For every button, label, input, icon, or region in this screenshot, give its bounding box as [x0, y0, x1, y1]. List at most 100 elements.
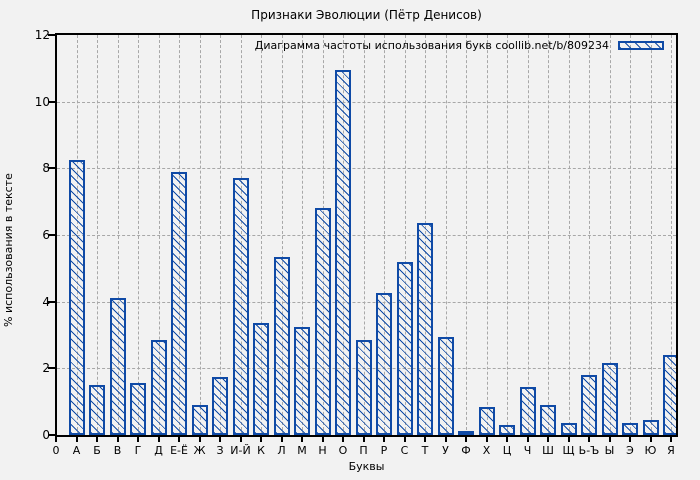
gridline-v-З — [220, 35, 221, 435]
x-tick-mark-Н — [321, 437, 324, 442]
x-tick-label-К: К — [257, 444, 265, 457]
gridline-v-Ь-Ъ — [589, 35, 590, 435]
x-axis-label: Буквы — [348, 460, 385, 473]
x-tick-mark-Ю — [649, 437, 652, 442]
x-tick-label-Щ: Щ — [562, 444, 575, 457]
gridline-v-Ф — [466, 35, 467, 435]
legend-label: Диаграмма частоты использования букв coo… — [254, 39, 609, 52]
x-tick-mark-З — [219, 437, 221, 442]
x-tick-mark-А — [75, 437, 78, 442]
x-tick-label-Д: Д — [154, 444, 163, 457]
x-tick-mark-И-Й — [239, 437, 242, 442]
x-tick-label-Ф: Ф — [461, 444, 471, 457]
x-tick-label-Г: Г — [134, 444, 142, 457]
legend: Диаграмма частоты использования букв coo… — [255, 39, 664, 52]
x-tick-mark-Р — [383, 437, 385, 442]
x-tick-mark-М — [301, 437, 303, 442]
x-tick-mark-У — [444, 437, 447, 442]
x-tick-mark-В — [116, 437, 119, 442]
gridline-v-Э — [630, 35, 631, 435]
x-tick-label-О: О — [338, 444, 348, 457]
gridline-v-Д — [158, 35, 160, 435]
gridline-h-10 — [57, 101, 676, 103]
x-tick-label-Ж: Ж — [193, 444, 206, 457]
bar-Ж — [191, 405, 208, 435]
x-tick-label-И-Й: И-Й — [230, 444, 251, 457]
gridline-h-8 — [57, 168, 676, 170]
gridline-v-Л — [281, 35, 283, 435]
y-tick-label-0: 0 — [42, 428, 50, 442]
x-tick-mark-Ч — [526, 437, 529, 442]
gridline-v-Ш — [548, 35, 549, 435]
x-tick-label-Л: Л — [277, 444, 286, 457]
gridline-v-Б — [97, 35, 98, 435]
gridline-v-Р — [384, 35, 385, 435]
x-tick-mark-Ж — [198, 437, 201, 442]
x-tick-mark-Г — [137, 437, 139, 442]
bar-С — [396, 261, 413, 435]
gridline-v-Ж — [199, 35, 201, 435]
x-tick-label-Ц: Ц — [502, 444, 512, 457]
x-tick-mark-Ц — [506, 437, 508, 442]
y-tick-mark-12 — [48, 34, 55, 36]
x-tick-label-Ч: Ч — [523, 444, 532, 457]
bar-Д — [150, 340, 167, 435]
x-tick-mark-П — [362, 437, 365, 442]
bar-Р — [376, 293, 392, 435]
y-tick-label-12: 12 — [34, 28, 50, 42]
x-tick-label-Ь-Ъ: Ь-Ъ — [578, 444, 600, 457]
x-tick-mark-Ы — [608, 437, 611, 442]
x-tick-mark-0 — [55, 437, 57, 442]
y-tick-label-8: 8 — [42, 161, 50, 176]
bar-Ч — [519, 386, 536, 435]
bar-Б — [89, 385, 105, 435]
y-tick-mark-4 — [48, 300, 55, 303]
x-tick-label-0: 0 — [52, 444, 60, 457]
x-tick-label-Х: Х — [482, 444, 491, 457]
gridline-v-Щ — [568, 35, 570, 435]
gridline-h-6 — [57, 235, 676, 236]
x-tick-label-М: М — [297, 444, 307, 457]
bar-П — [355, 340, 372, 435]
plot-area: Диаграмма частоты использования букв coo… — [55, 33, 678, 437]
x-tick-label-Ш: Ш — [542, 444, 554, 457]
bar-Щ — [560, 423, 577, 435]
gridline-h-4 — [57, 301, 676, 303]
bar-Ф — [458, 431, 474, 435]
y-tick-label-10: 10 — [34, 94, 50, 109]
x-tick-mark-К — [260, 437, 262, 442]
bar-В — [109, 298, 126, 435]
gridline-v-В — [117, 35, 119, 435]
x-tick-label-У: У — [442, 444, 449, 457]
y-tick-mark-6 — [48, 234, 55, 236]
bar-О — [335, 70, 351, 435]
x-tick-label-Я: Я — [667, 444, 675, 457]
x-tick-label-Е-Ё: Е-Ё — [170, 444, 188, 457]
x-tick-label-Н: Н — [318, 444, 327, 457]
x-tick-label-В: В — [113, 444, 122, 457]
bar-Х — [478, 406, 495, 435]
gridline-v-Х — [486, 35, 488, 435]
x-tick-mark-Ь-Ъ — [588, 437, 590, 442]
y-tick-label-4: 4 — [42, 294, 50, 309]
bar-Т — [417, 223, 433, 435]
x-tick-mark-Х — [485, 437, 488, 442]
bar-Ю — [642, 420, 659, 435]
bar-Г — [130, 383, 146, 435]
x-tick-label-Ю: Ю — [644, 444, 657, 457]
x-tick-mark-Ф — [465, 437, 467, 442]
bar-Н — [314, 208, 331, 435]
x-tick-label-Р: Р — [380, 444, 388, 457]
bar-Ш — [540, 405, 556, 435]
x-tick-mark-Е-Ё — [178, 437, 180, 442]
y-tick-mark-8 — [48, 167, 55, 170]
x-tick-mark-Т — [424, 437, 426, 442]
x-tick-mark-Д — [157, 437, 160, 442]
gridline-v-Я — [671, 35, 672, 435]
x-tick-mark-О — [342, 437, 344, 442]
x-tick-mark-Э — [629, 437, 631, 442]
gridline-v-Ч — [527, 35, 529, 435]
x-tick-label-П: П — [359, 444, 368, 457]
x-tick-label-З: З — [216, 444, 224, 457]
